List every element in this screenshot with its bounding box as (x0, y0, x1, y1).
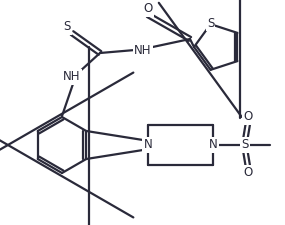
Text: N: N (209, 139, 217, 151)
Text: O: O (143, 2, 153, 16)
Text: NH: NH (134, 43, 152, 56)
Text: O: O (243, 166, 253, 180)
Text: S: S (207, 17, 214, 30)
Text: O: O (243, 110, 253, 124)
Text: NH: NH (63, 70, 81, 83)
Text: S: S (241, 139, 249, 151)
Text: N: N (144, 139, 152, 151)
Text: S: S (63, 20, 71, 34)
